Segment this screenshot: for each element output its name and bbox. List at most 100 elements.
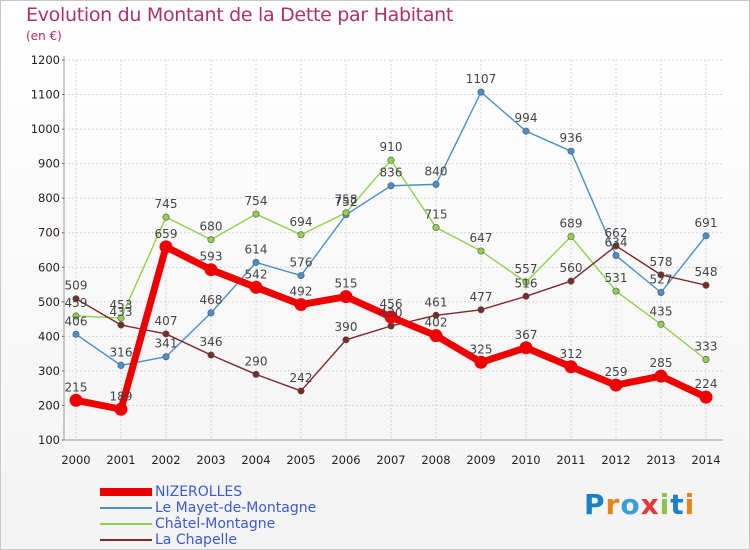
data-label: 542 <box>245 267 268 281</box>
data-label: 242 <box>290 371 313 385</box>
data-point <box>702 232 710 240</box>
data-label: 433 <box>110 305 133 319</box>
x-tick-label: 2000 <box>61 453 90 467</box>
data-label: 614 <box>245 242 268 256</box>
y-tick-label: 700 <box>38 226 60 240</box>
data-point <box>657 320 665 328</box>
data-label: 189 <box>110 389 133 403</box>
data-label: 578 <box>650 255 673 269</box>
logo-letter: o <box>620 488 641 521</box>
data-label: 689 <box>560 217 583 231</box>
x-tick-label: 2003 <box>196 453 225 467</box>
data-point <box>564 360 578 374</box>
data-label: 406 <box>65 314 88 328</box>
data-label: 430 <box>380 306 403 320</box>
data-point <box>117 321 125 329</box>
data-point <box>72 312 80 320</box>
data-label: 312 <box>560 347 583 361</box>
data-point <box>387 182 395 190</box>
data-label: 516 <box>515 276 538 290</box>
data-label: 316 <box>110 345 133 359</box>
data-point <box>387 322 395 330</box>
y-tick-label: 200 <box>38 398 60 412</box>
axes: 100 200 300 400 500 600 700 800 900 1000 1100 1200 2… <box>31 53 723 467</box>
data-label: 680 <box>200 220 223 234</box>
data-point <box>609 378 623 392</box>
data-label: 634 <box>605 236 628 250</box>
data-label: 715 <box>425 208 448 222</box>
x-tick-label: 2013 <box>646 453 675 467</box>
y-tick-label: 1000 <box>31 122 60 136</box>
data-label: 468 <box>200 293 223 307</box>
legend-swatch <box>100 488 152 496</box>
x-tick-label: 2007 <box>376 453 405 467</box>
data-label: 492 <box>290 285 313 299</box>
data-label: 477 <box>470 290 493 304</box>
data-point <box>294 298 308 312</box>
data-point <box>384 310 398 324</box>
data-label: 910 <box>380 140 403 154</box>
data-point <box>342 209 350 217</box>
data-label: 290 <box>245 354 268 368</box>
data-point <box>654 369 668 383</box>
data-labels: 406 316 341 468 614 576 752 836 840 1107 994 936 634… <box>65 72 718 403</box>
x-tick-label: 2012 <box>601 453 630 467</box>
data-label: 647 <box>470 231 493 245</box>
data-point <box>297 231 305 239</box>
data-point <box>159 240 173 254</box>
data-label: 531 <box>605 271 628 285</box>
data-point <box>477 306 485 314</box>
data-point <box>702 281 710 289</box>
legend-swatch <box>100 539 152 541</box>
data-point <box>432 224 440 232</box>
data-label: 1107 <box>466 72 497 86</box>
data-point <box>207 351 215 359</box>
data-label: 402 <box>425 316 448 330</box>
data-label: 259 <box>605 365 628 379</box>
data-point <box>69 393 83 407</box>
data-point <box>162 213 170 221</box>
x-tick-label: 2014 <box>691 453 720 467</box>
data-label: 325 <box>470 342 493 356</box>
data-point <box>204 263 218 277</box>
data-point <box>297 272 305 280</box>
data-label: 341 <box>155 337 178 351</box>
data-label: 456 <box>380 297 403 311</box>
y-tick-label: 1100 <box>31 88 60 102</box>
data-label: 435 <box>650 304 673 318</box>
legend-swatch <box>100 507 152 509</box>
data-point <box>252 370 260 378</box>
data-label: 224 <box>695 377 718 391</box>
logo-letter: i <box>659 488 671 521</box>
x-tick-label: 2011 <box>556 453 585 467</box>
data-label: 509 <box>65 279 88 293</box>
y-tick-label: 900 <box>38 157 60 171</box>
data-point <box>117 314 125 322</box>
data-label: 548 <box>695 265 718 279</box>
data-point <box>252 258 260 266</box>
series-lines <box>69 88 713 416</box>
data-point <box>567 147 575 155</box>
data-label: 758 <box>335 193 358 207</box>
data-point <box>342 336 350 344</box>
proxiti-logo: Proxiti <box>584 488 695 521</box>
data-label: 527 <box>650 272 673 286</box>
data-point <box>297 387 305 395</box>
legend-swatch <box>100 523 152 525</box>
data-label: 515 <box>335 277 358 291</box>
x-tick-label: 2006 <box>331 453 360 467</box>
data-point <box>522 127 530 135</box>
data-point <box>162 330 170 338</box>
data-label: 691 <box>695 216 718 230</box>
data-point <box>612 242 620 250</box>
y-tick-label: 800 <box>38 191 60 205</box>
data-point <box>657 271 665 279</box>
data-label: 333 <box>695 340 718 354</box>
data-label: 215 <box>65 380 88 394</box>
data-point <box>387 156 395 164</box>
logo-letter: P <box>584 488 606 521</box>
data-point <box>207 236 215 244</box>
data-label: 662 <box>605 226 628 240</box>
data-label: 593 <box>200 250 223 264</box>
